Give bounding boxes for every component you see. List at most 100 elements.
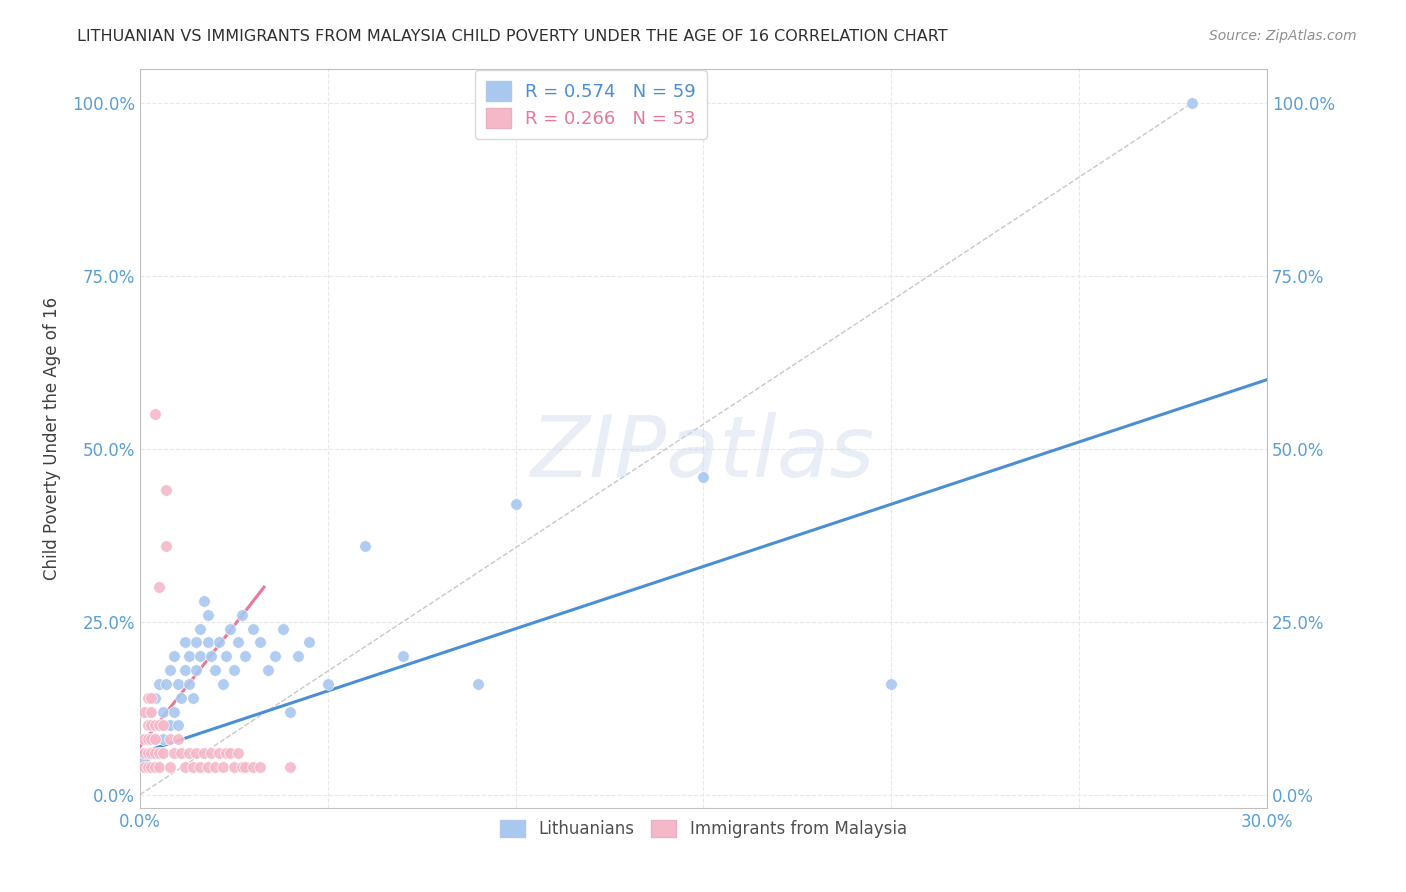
Point — [159, 718, 181, 732]
Point — [181, 690, 204, 705]
Point — [136, 705, 159, 719]
Point — [132, 753, 155, 767]
Point — [166, 677, 188, 691]
Point — [186, 746, 208, 760]
Point — [211, 760, 233, 774]
Point — [143, 760, 166, 774]
Point — [204, 760, 226, 774]
Point — [143, 732, 166, 747]
Point — [159, 663, 181, 677]
Point — [188, 760, 211, 774]
Text: Source: ZipAtlas.com: Source: ZipAtlas.com — [1209, 29, 1357, 43]
Point — [136, 690, 159, 705]
Point — [148, 718, 170, 732]
Point — [215, 649, 238, 664]
Point — [136, 732, 159, 747]
Point — [193, 746, 215, 760]
Point — [132, 732, 155, 747]
Point — [136, 732, 159, 747]
Point — [132, 705, 155, 719]
Point — [278, 705, 301, 719]
Point — [188, 649, 211, 664]
Text: LITHUANIAN VS IMMIGRANTS FROM MALAYSIA CHILD POVERTY UNDER THE AGE OF 16 CORRELA: LITHUANIAN VS IMMIGRANTS FROM MALAYSIA C… — [77, 29, 948, 44]
Point — [155, 483, 177, 498]
Point — [231, 607, 253, 622]
Point — [174, 635, 197, 649]
Point — [141, 690, 163, 705]
Point — [186, 663, 208, 677]
Point — [132, 746, 155, 760]
Point — [141, 718, 163, 732]
Point — [148, 718, 170, 732]
Point — [264, 649, 287, 664]
Point — [141, 718, 163, 732]
Point — [163, 705, 186, 719]
Point — [170, 690, 193, 705]
Point — [231, 760, 253, 774]
Point — [211, 677, 233, 691]
Point — [204, 663, 226, 677]
Point — [141, 732, 163, 747]
Point — [880, 677, 903, 691]
Point — [226, 746, 249, 760]
Point — [271, 622, 294, 636]
Point — [141, 705, 163, 719]
Point — [197, 760, 219, 774]
Point — [181, 760, 204, 774]
Point — [152, 732, 174, 747]
Y-axis label: Child Poverty Under the Age of 16: Child Poverty Under the Age of 16 — [44, 297, 60, 580]
Point — [256, 663, 278, 677]
Point — [186, 635, 208, 649]
Point — [1181, 96, 1204, 111]
Point — [208, 635, 231, 649]
Point — [197, 635, 219, 649]
Point — [155, 677, 177, 691]
Point — [136, 760, 159, 774]
Legend: Lithuanians, Immigrants from Malaysia: Lithuanians, Immigrants from Malaysia — [494, 813, 914, 845]
Point — [143, 690, 166, 705]
Point — [166, 718, 188, 732]
Point — [148, 677, 170, 691]
Point — [354, 539, 377, 553]
Point — [148, 746, 170, 760]
Point — [141, 746, 163, 760]
Text: ZIPatlas: ZIPatlas — [531, 412, 876, 495]
Point — [143, 746, 166, 760]
Point — [159, 760, 181, 774]
Point — [249, 635, 271, 649]
Point — [287, 649, 309, 664]
Point — [188, 622, 211, 636]
Point — [233, 760, 256, 774]
Point — [298, 635, 321, 649]
Point — [197, 607, 219, 622]
Point — [242, 760, 264, 774]
Point — [233, 649, 256, 664]
Point — [163, 649, 186, 664]
Point — [148, 760, 170, 774]
Point — [177, 649, 200, 664]
Point — [174, 663, 197, 677]
Point — [152, 718, 174, 732]
Point — [152, 705, 174, 719]
Point — [174, 760, 197, 774]
Point — [155, 539, 177, 553]
Point — [143, 407, 166, 421]
Point — [132, 760, 155, 774]
Point — [193, 594, 215, 608]
Point — [141, 760, 163, 774]
Point — [467, 677, 489, 691]
Point — [200, 746, 222, 760]
Point — [392, 649, 415, 664]
Point — [141, 746, 163, 760]
Point — [222, 760, 245, 774]
Point — [143, 718, 166, 732]
Point — [226, 635, 249, 649]
Point — [152, 746, 174, 760]
Point — [148, 580, 170, 594]
Point — [692, 469, 714, 483]
Point — [249, 760, 271, 774]
Point — [242, 622, 264, 636]
Point — [222, 663, 245, 677]
Point — [200, 649, 222, 664]
Point — [208, 746, 231, 760]
